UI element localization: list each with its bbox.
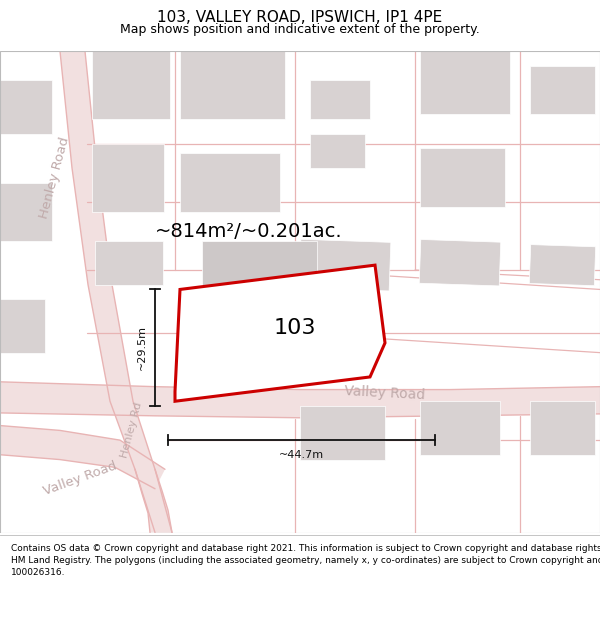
Polygon shape xyxy=(530,66,595,114)
Polygon shape xyxy=(299,239,391,291)
Polygon shape xyxy=(92,144,164,212)
Text: Henley R​d: Henley R​d xyxy=(120,401,144,459)
Text: ~29.5m: ~29.5m xyxy=(137,325,147,370)
Polygon shape xyxy=(60,51,172,532)
Text: Henley Road: Henley Road xyxy=(38,136,72,220)
Polygon shape xyxy=(0,299,45,352)
Polygon shape xyxy=(530,401,595,455)
Polygon shape xyxy=(310,134,365,168)
Polygon shape xyxy=(202,241,317,309)
Polygon shape xyxy=(0,382,600,418)
Polygon shape xyxy=(420,401,500,455)
Polygon shape xyxy=(180,46,285,119)
Text: Valley Road: Valley Road xyxy=(344,384,426,402)
Text: Contains OS data © Crown copyright and database right 2021. This information is : Contains OS data © Crown copyright and d… xyxy=(11,544,600,577)
Polygon shape xyxy=(310,81,370,119)
Polygon shape xyxy=(0,182,52,241)
Text: 103: 103 xyxy=(274,318,316,338)
Polygon shape xyxy=(175,265,385,401)
Polygon shape xyxy=(95,241,163,284)
Text: 103, VALLEY ROAD, IPSWICH, IP1 4PE: 103, VALLEY ROAD, IPSWICH, IP1 4PE xyxy=(157,10,443,25)
Polygon shape xyxy=(420,149,505,207)
Polygon shape xyxy=(180,153,280,212)
Polygon shape xyxy=(0,81,52,134)
Text: ~44.7m: ~44.7m xyxy=(279,450,324,460)
Text: Valley Road: Valley Road xyxy=(41,460,119,498)
Polygon shape xyxy=(135,469,172,532)
Polygon shape xyxy=(300,406,385,459)
Text: ~814m²/~0.201ac.: ~814m²/~0.201ac. xyxy=(155,222,343,241)
Polygon shape xyxy=(420,46,510,114)
Polygon shape xyxy=(92,46,170,119)
Text: Map shows position and indicative extent of the property.: Map shows position and indicative extent… xyxy=(120,23,480,36)
Polygon shape xyxy=(419,239,501,286)
Polygon shape xyxy=(529,244,596,286)
Polygon shape xyxy=(0,426,165,489)
